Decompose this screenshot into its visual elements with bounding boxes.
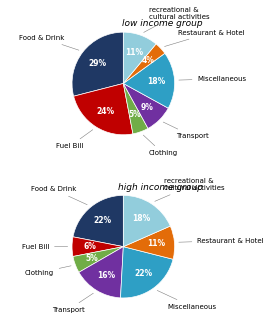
Text: 22%: 22% <box>93 216 111 226</box>
Text: Miscellaneous: Miscellaneous <box>157 291 216 310</box>
Wedge shape <box>123 84 168 128</box>
Wedge shape <box>123 53 175 108</box>
Text: Clothing: Clothing <box>25 266 71 276</box>
Text: 11%: 11% <box>148 240 166 248</box>
Text: high income group: high income group <box>118 183 203 191</box>
Text: low income group: low income group <box>122 20 203 28</box>
Text: Miscellaneous: Miscellaneous <box>179 76 247 82</box>
Text: Fuel Bill: Fuel Bill <box>22 244 68 250</box>
Text: 11%: 11% <box>126 47 144 57</box>
Text: Restaurant & Hotel: Restaurant & Hotel <box>179 238 264 243</box>
Text: 9%: 9% <box>140 103 153 111</box>
Wedge shape <box>123 84 148 134</box>
Text: Clothing: Clothing <box>143 135 178 156</box>
Wedge shape <box>123 32 156 84</box>
Text: Transport: Transport <box>163 122 209 139</box>
Wedge shape <box>120 247 173 298</box>
Wedge shape <box>79 247 123 298</box>
Wedge shape <box>123 44 165 84</box>
Text: Food & Drink: Food & Drink <box>19 35 79 50</box>
Wedge shape <box>123 226 175 259</box>
Text: 6%: 6% <box>83 242 96 251</box>
Text: 18%: 18% <box>148 77 166 86</box>
Wedge shape <box>74 84 133 135</box>
Text: Fuel Bill: Fuel Bill <box>56 130 93 149</box>
Text: 4%: 4% <box>141 56 154 65</box>
Wedge shape <box>72 237 123 256</box>
Text: Transport: Transport <box>52 293 93 313</box>
Wedge shape <box>72 32 123 96</box>
Wedge shape <box>123 195 170 247</box>
Text: 24%: 24% <box>96 107 115 116</box>
Text: Restaurant & Hotel: Restaurant & Hotel <box>164 30 244 46</box>
Text: Food & Drink: Food & Drink <box>31 186 87 205</box>
Text: recreational &
cultural activities: recreational & cultural activities <box>144 7 209 32</box>
Text: 5%: 5% <box>86 254 98 263</box>
Text: 5%: 5% <box>128 111 141 119</box>
Wedge shape <box>73 247 123 272</box>
Text: recreational &
cultural activities: recreational & cultural activities <box>155 178 225 201</box>
Text: 29%: 29% <box>88 58 106 68</box>
Text: 22%: 22% <box>134 269 152 278</box>
Wedge shape <box>73 195 123 247</box>
Text: 18%: 18% <box>133 214 151 223</box>
Text: 16%: 16% <box>97 271 115 280</box>
